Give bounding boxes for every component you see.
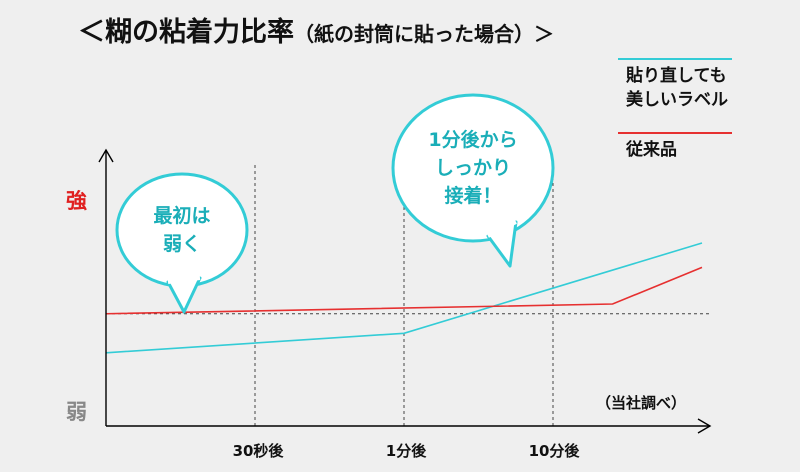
annotation-weak-at-first: 最初は 弱く (153, 205, 211, 255)
bubble-firm-after-1min (391, 93, 555, 243)
legend-line-new-label (618, 58, 732, 60)
y-axis-strong-label: 強 (66, 189, 87, 213)
series-line-new-label (105, 242, 703, 354)
y-axis-arrowhead (98, 148, 114, 163)
bubble-firm-after-1min-tail-join (487, 220, 517, 238)
source-note: （当社調べ） (596, 394, 687, 412)
x-tick-label: 1分後 (385, 442, 427, 460)
annotation-firm-after-1min: 1分後から しっかり 接着！ (428, 129, 518, 207)
bubble-weak-at-first-tail-join (167, 276, 201, 284)
chart-title-sub: （紙の封筒に貼った場合）＞ (294, 22, 554, 46)
legend-line-conventional (618, 132, 732, 134)
legend-label-new-label: 貼り直しても 美しいラベル (626, 66, 728, 110)
x-axis-arrowhead (697, 418, 712, 434)
series-line-conventional (105, 266, 703, 315)
y-axis-weak-label: 弱 (66, 400, 87, 424)
chart-title-main: ＜糊の粘着力比率 (78, 17, 294, 48)
chart-title: ＜糊の粘着力比率（紙の封筒に貼った場合）＞ (78, 10, 554, 49)
x-tick-label: 10分後 (528, 442, 580, 460)
legend-label-conventional: 従来品 (626, 140, 677, 160)
x-tick-label: 30秒後 (232, 442, 284, 460)
